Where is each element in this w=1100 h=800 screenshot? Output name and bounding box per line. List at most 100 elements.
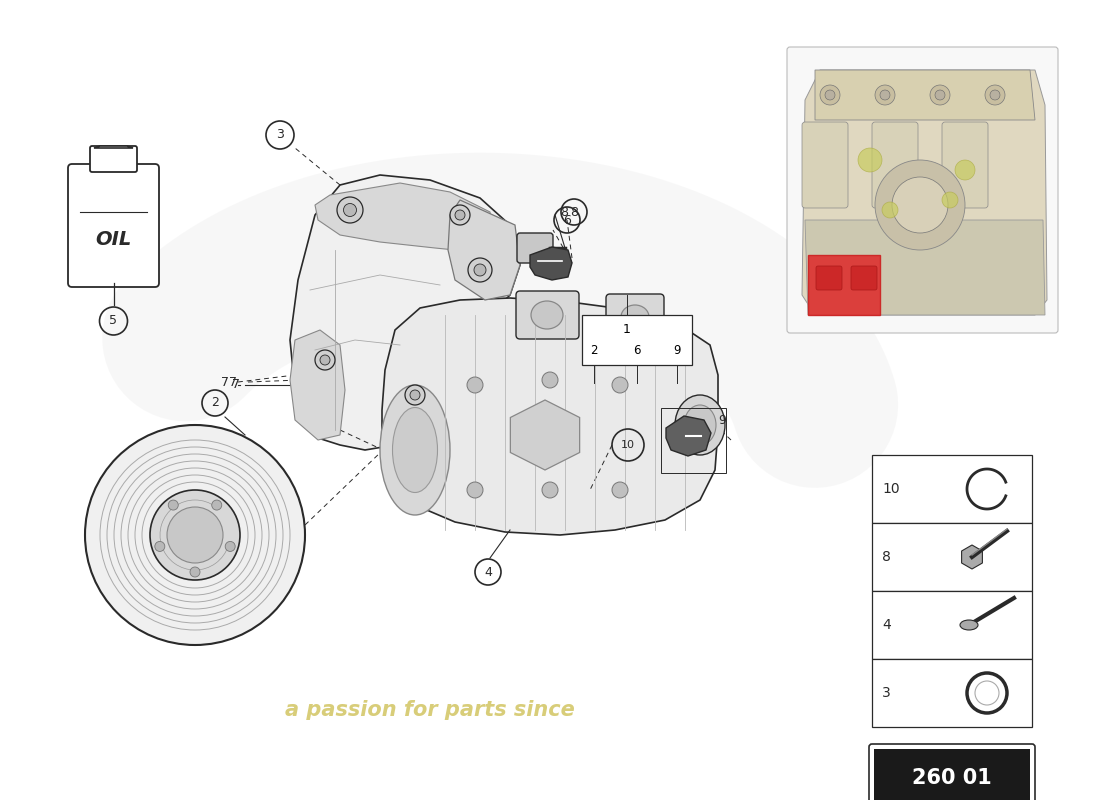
Text: 7: 7 <box>229 375 236 389</box>
Polygon shape <box>815 70 1035 120</box>
Circle shape <box>226 542 235 551</box>
Circle shape <box>211 500 222 510</box>
Text: 10: 10 <box>882 482 900 496</box>
Text: 260 01: 260 01 <box>912 768 992 788</box>
Text: 8: 8 <box>560 206 568 218</box>
Text: 6: 6 <box>634 344 640 357</box>
Circle shape <box>612 482 628 498</box>
Polygon shape <box>382 298 718 535</box>
Bar <box>582 315 692 365</box>
Polygon shape <box>808 255 880 315</box>
Circle shape <box>882 202 898 218</box>
Bar <box>872 523 1032 591</box>
Circle shape <box>190 567 200 577</box>
Text: 8: 8 <box>570 206 578 218</box>
Ellipse shape <box>531 301 563 329</box>
FancyBboxPatch shape <box>869 744 1035 800</box>
Circle shape <box>874 85 895 105</box>
Text: 6: 6 <box>563 214 571 226</box>
Polygon shape <box>961 545 982 569</box>
Circle shape <box>542 372 558 388</box>
Polygon shape <box>315 183 495 252</box>
Text: 9: 9 <box>673 344 681 357</box>
Polygon shape <box>290 330 345 440</box>
Circle shape <box>820 85 840 105</box>
Circle shape <box>474 264 486 276</box>
FancyBboxPatch shape <box>68 164 160 287</box>
Circle shape <box>874 160 965 250</box>
Circle shape <box>320 355 330 365</box>
Circle shape <box>990 90 1000 100</box>
Text: 7: 7 <box>221 375 229 389</box>
Circle shape <box>612 377 628 393</box>
FancyBboxPatch shape <box>816 266 842 290</box>
Circle shape <box>455 210 465 220</box>
Bar <box>661 408 726 473</box>
Text: 10: 10 <box>621 440 635 450</box>
Circle shape <box>343 203 356 217</box>
Bar <box>874 749 1030 800</box>
FancyBboxPatch shape <box>786 47 1058 333</box>
Text: 2: 2 <box>591 344 597 357</box>
Text: 2: 2 <box>211 397 219 410</box>
Circle shape <box>315 350 336 370</box>
Circle shape <box>405 385 425 405</box>
Circle shape <box>935 90 945 100</box>
Circle shape <box>892 177 948 233</box>
Circle shape <box>930 85 950 105</box>
Circle shape <box>984 85 1005 105</box>
Polygon shape <box>530 247 572 280</box>
Bar <box>872 591 1032 659</box>
Text: a passion for parts since: a passion for parts since <box>285 700 575 720</box>
FancyBboxPatch shape <box>517 233 553 263</box>
Circle shape <box>450 205 470 225</box>
FancyBboxPatch shape <box>516 291 579 339</box>
Polygon shape <box>802 70 1047 315</box>
Text: 9: 9 <box>718 414 726 426</box>
Text: 4: 4 <box>484 566 492 578</box>
Circle shape <box>975 681 999 705</box>
Circle shape <box>880 90 890 100</box>
Circle shape <box>542 482 558 498</box>
FancyBboxPatch shape <box>942 122 988 208</box>
Circle shape <box>85 425 305 645</box>
Text: OIL: OIL <box>96 230 132 249</box>
Polygon shape <box>510 400 580 470</box>
Polygon shape <box>805 220 1045 315</box>
Text: 5: 5 <box>110 314 118 327</box>
Circle shape <box>468 258 492 282</box>
Ellipse shape <box>684 405 716 445</box>
Circle shape <box>150 490 240 580</box>
Text: 3: 3 <box>276 129 284 142</box>
Bar <box>872 455 1032 523</box>
FancyBboxPatch shape <box>90 146 138 172</box>
FancyBboxPatch shape <box>851 266 877 290</box>
FancyBboxPatch shape <box>872 122 918 208</box>
Circle shape <box>858 148 882 172</box>
Bar <box>872 659 1032 727</box>
Ellipse shape <box>393 407 438 493</box>
Polygon shape <box>448 200 520 300</box>
Circle shape <box>468 377 483 393</box>
Ellipse shape <box>379 385 450 515</box>
Ellipse shape <box>960 620 978 630</box>
Text: 3: 3 <box>882 686 891 700</box>
Polygon shape <box>290 175 520 450</box>
Ellipse shape <box>621 305 649 329</box>
Text: 8: 8 <box>882 550 891 564</box>
FancyBboxPatch shape <box>606 294 664 340</box>
FancyBboxPatch shape <box>802 122 848 208</box>
Text: 7: 7 <box>232 378 240 391</box>
Circle shape <box>167 507 223 563</box>
Text: 1: 1 <box>623 323 631 336</box>
Circle shape <box>955 160 975 180</box>
Circle shape <box>155 542 165 551</box>
Circle shape <box>468 482 483 498</box>
Text: 4: 4 <box>882 618 891 632</box>
Circle shape <box>825 90 835 100</box>
Polygon shape <box>94 146 133 148</box>
Ellipse shape <box>675 395 725 455</box>
Circle shape <box>337 197 363 223</box>
Circle shape <box>942 192 958 208</box>
Circle shape <box>410 390 420 400</box>
